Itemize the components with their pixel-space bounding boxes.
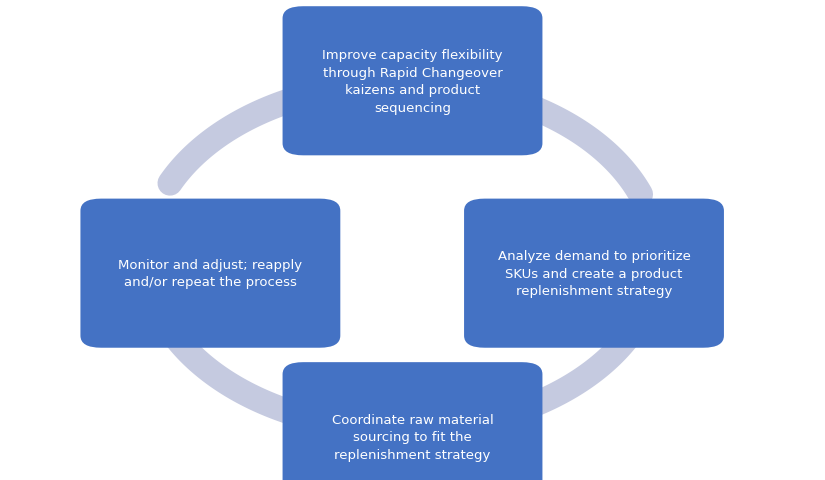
Text: Monitor and adjust; reapply
and/or repeat the process: Monitor and adjust; reapply and/or repea… [118,258,303,289]
FancyBboxPatch shape [282,362,543,480]
FancyBboxPatch shape [81,199,340,348]
FancyBboxPatch shape [282,7,543,156]
FancyBboxPatch shape [464,199,724,348]
Text: Coordinate raw material
sourcing to fit the
replenishment strategy: Coordinate raw material sourcing to fit … [332,413,493,461]
Text: Analyze demand to prioritize
SKUs and create a product
replenishment strategy: Analyze demand to prioritize SKUs and cr… [497,250,691,298]
Text: Improve capacity flexibility
through Rapid Changeover
kaizens and product
sequen: Improve capacity flexibility through Rap… [323,49,502,114]
